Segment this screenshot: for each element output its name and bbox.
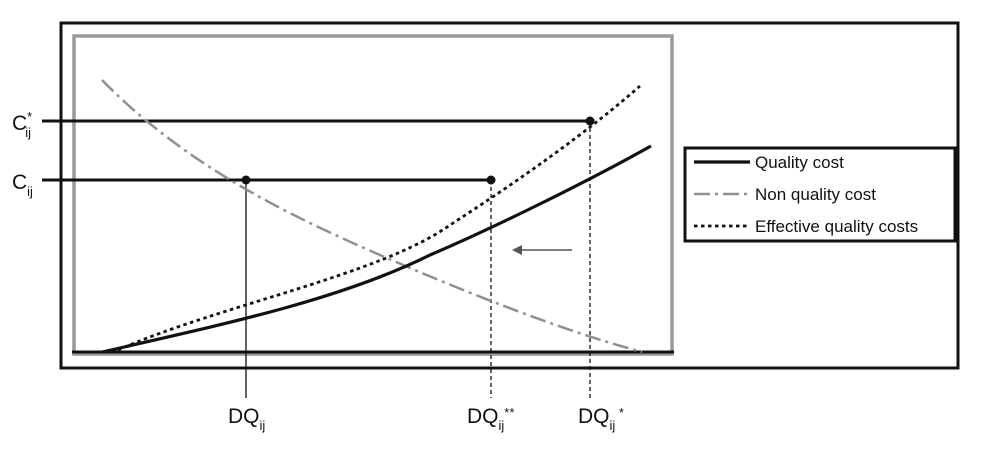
legend-label-effective-quality-costs: Effective quality costs: [755, 217, 918, 236]
effective-quality-costs-curve: [117, 84, 641, 352]
legend-label-quality-cost: Quality cost: [755, 153, 844, 172]
dq-label: DQij: [228, 405, 265, 433]
legend-label-non-quality-cost: Non quality cost: [755, 185, 876, 204]
inner-plot-frame: [72, 34, 674, 356]
c-label: Cij: [12, 171, 33, 199]
outer-frame: [59, 21, 960, 370]
legend: Quality cost Non quality cost Effective …: [683, 146, 957, 243]
quality-cost-curve: [101, 144, 652, 354]
dq-star-label: DQij *: [578, 405, 624, 433]
dq-double-star-label: DQij**: [467, 405, 514, 433]
intersection-point-dq-double-star: [486, 175, 496, 185]
non-quality-cost-curve: [101, 79, 643, 354]
intersection-point-dq-star: [585, 116, 595, 126]
intersection-point-dq: [241, 175, 251, 185]
left-arrow-icon: [512, 245, 572, 255]
c-star-label: C* ij: [12, 109, 32, 140]
